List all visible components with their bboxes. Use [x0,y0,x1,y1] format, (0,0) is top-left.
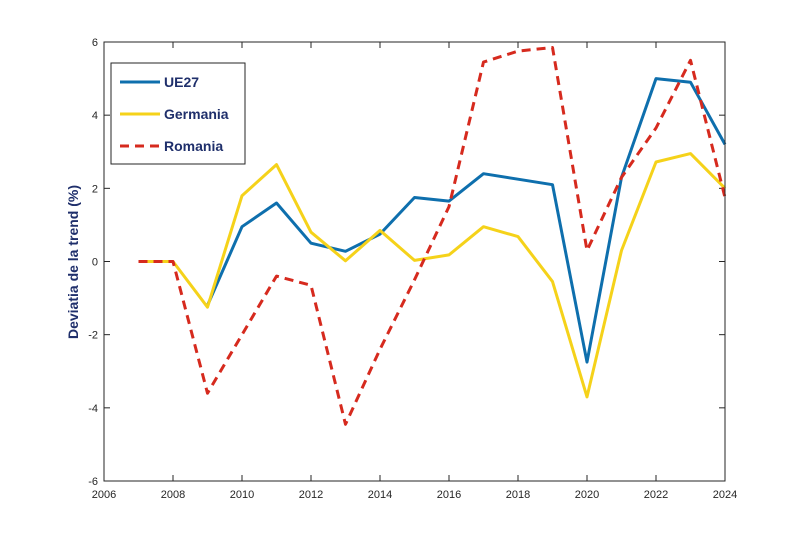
legend-label-ue27: UE27 [164,74,199,90]
axis-ticks [103,41,726,482]
y-tick-label: 2 [92,183,98,195]
y-tick-label: 0 [92,257,98,269]
axis-tick-labels: 2006 2008 2010 2012 2014 2016 2018 2020 2022 2024… [88,37,737,501]
x-tick-label: 2012 [299,489,323,501]
x-tick-label: 2018 [506,489,530,501]
legend: UE27 Germania Romania [110,62,246,165]
x-tick-label: 2020 [575,489,599,501]
x-tick-label: 2022 [644,489,668,501]
y-axis-label: Deviatia de la trend (%) [65,185,81,339]
plot-frame [103,41,726,482]
series-line-germania [138,152,727,399]
series-line-romania [138,46,727,426]
x-tick-label: 2008 [161,489,185,501]
x-tick-label: 2010 [230,489,254,501]
series-lines [138,46,727,426]
x-tick-label: 2024 [713,489,737,501]
legend-label-germania: Germania [164,106,229,122]
x-tick-label: 2014 [368,489,392,501]
y-tick-label: -6 [88,476,98,488]
series-line-ue27 [206,77,727,364]
x-tick-label: 2006 [92,489,116,501]
y-tick-label: -2 [88,330,98,342]
y-tick-label: 6 [92,37,98,49]
x-tick-label: 2016 [437,489,461,501]
y-tick-label: -4 [88,403,98,415]
y-tick-label: 4 [92,110,98,122]
legend-label-romania: Romania [164,138,223,154]
